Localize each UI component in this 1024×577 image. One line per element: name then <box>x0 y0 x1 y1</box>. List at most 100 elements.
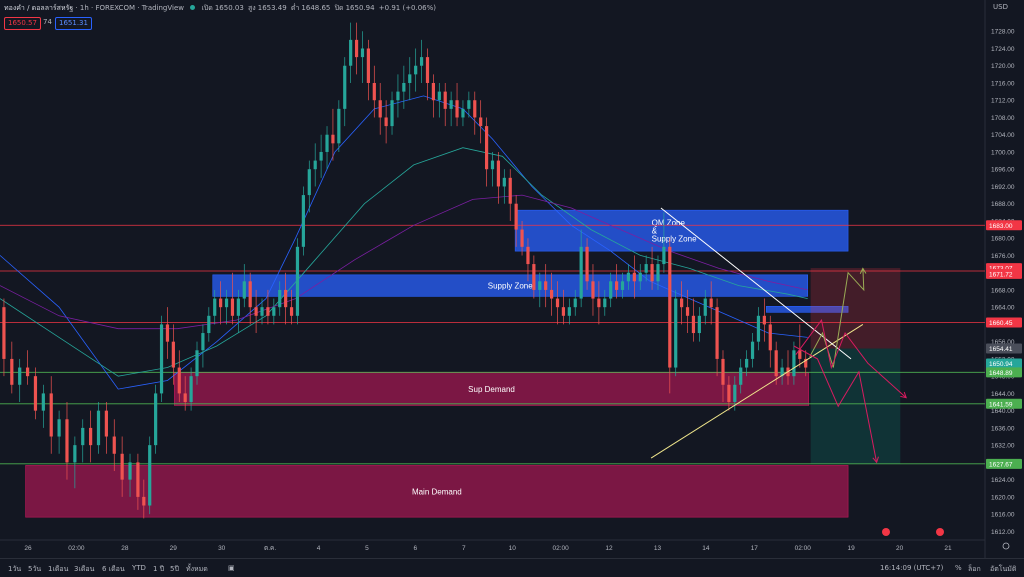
settings-gear-icon[interactable] <box>1002 542 1010 550</box>
time-tick-label: 02:00 <box>552 545 569 552</box>
price-marker[interactable] <box>986 398 1022 409</box>
auto-toggle[interactable]: อัตโนมัติ <box>990 565 1017 573</box>
candle-body <box>709 298 713 308</box>
price-marker[interactable] <box>986 317 1022 328</box>
sell-price-button[interactable]: 1650.57 <box>4 17 41 30</box>
time-tick-label: 02:00 <box>795 545 812 552</box>
time-tick-label: 26 <box>24 545 32 552</box>
candle-body <box>25 367 30 377</box>
symbol-name: ทองคำ / ดอลลาร์สหรัฐ <box>4 4 74 12</box>
candle-body <box>2 307 6 359</box>
candle-body <box>96 410 101 446</box>
event-flag-icon[interactable] <box>882 528 890 536</box>
candle-body <box>804 358 808 368</box>
zone-label: QM Zone & Supply Zone <box>652 219 697 244</box>
price-marker-label: 1641.59 <box>989 401 1013 408</box>
time-tick-label: 19 <box>848 545 856 552</box>
range-5d-button[interactable]: 5วัน <box>28 565 42 573</box>
candle-body <box>120 453 124 480</box>
price-marker-label: 1683.00 <box>989 223 1013 230</box>
candle-body <box>626 272 631 282</box>
spread-value: 74 <box>43 18 52 26</box>
candle-body <box>81 427 85 446</box>
candle-body <box>343 65 347 109</box>
range-1m-button[interactable]: 1เดือน <box>48 565 69 573</box>
candle-body <box>331 134 335 144</box>
candle-body <box>437 91 441 101</box>
clock-readout[interactable]: 16:14:09 (UTC+7) <box>880 564 944 572</box>
time-tick-label: 13 <box>654 545 662 552</box>
bottom-toolbar: 1วัน 5วัน 1เดือน 3เดือน 6 เดือน YTD 1 ปี… <box>0 558 1024 577</box>
percent-toggle[interactable]: % <box>955 564 962 572</box>
projection-arrowhead <box>900 391 907 399</box>
time-tick-label: 10 <box>509 545 517 552</box>
candle-body <box>538 281 542 290</box>
range-1y-button[interactable]: 1 ปี <box>153 565 165 573</box>
candle-body <box>242 281 246 299</box>
candle-body <box>207 315 211 334</box>
price-tick-label: 1676.00 <box>991 253 1015 260</box>
candle-body <box>484 126 489 170</box>
currency-label[interactable]: USD <box>993 3 1008 11</box>
candle-body <box>378 100 382 118</box>
price-tick-label: 1656.00 <box>991 339 1015 346</box>
candle-body <box>236 298 240 316</box>
range-3m-button[interactable]: 3เดือน <box>74 565 95 573</box>
candle-body <box>284 289 288 308</box>
price-marker[interactable] <box>986 268 1022 279</box>
candle-body <box>615 281 619 290</box>
low-value: 1648.65 <box>301 4 331 12</box>
candle-body <box>104 410 108 437</box>
range-1d-button[interactable]: 1วัน <box>8 565 22 573</box>
close-value: 1650.94 <box>345 4 375 12</box>
price-tick-label: 1704.00 <box>991 132 1015 139</box>
log-toggle[interactable]: ล็อก <box>968 565 981 573</box>
candle-body <box>154 393 158 446</box>
price-tick-label: 1636.00 <box>991 425 1015 432</box>
range-6m-button[interactable]: 6 เดือน <box>102 565 125 573</box>
candle-body <box>768 324 772 351</box>
candle-body <box>644 264 648 273</box>
candle-body <box>603 298 607 308</box>
candle-body <box>756 315 761 342</box>
candle-body <box>555 298 560 308</box>
candle-body <box>254 307 258 316</box>
buy-price-button[interactable]: 1651.31 <box>55 17 92 30</box>
event-flag-icon[interactable] <box>936 528 944 536</box>
price-marker[interactable] <box>986 358 1022 369</box>
price-marker[interactable] <box>986 343 1022 354</box>
zone-rect <box>514 209 849 252</box>
moving-average-line <box>0 194 808 330</box>
candle-body <box>337 108 341 144</box>
candle-body <box>260 307 264 316</box>
candle-body <box>703 298 707 316</box>
ohlc-readout: เปิด 1650.03 สูง 1653.49 ต่ำ 1648.65 ปิด 165… <box>201 4 438 12</box>
candle-body <box>65 419 69 463</box>
range-all-button[interactable]: ทั้งหมด <box>186 565 208 573</box>
price-marker[interactable] <box>986 220 1022 231</box>
price-marker[interactable] <box>986 367 1022 378</box>
candle-body <box>544 281 548 290</box>
price-tick-label: 1728.00 <box>991 29 1015 36</box>
date-range-icon[interactable]: ▣ <box>228 564 235 572</box>
candle-body <box>496 160 501 187</box>
candle-body <box>230 298 235 316</box>
price-marker[interactable] <box>986 458 1022 469</box>
candle-body <box>349 39 353 66</box>
candle-body <box>479 117 483 127</box>
candle-body <box>414 65 418 75</box>
price-marker-label: 1648.89 <box>989 370 1013 377</box>
candle-body <box>691 315 696 334</box>
candle-body <box>201 333 205 351</box>
candle-body <box>354 39 359 58</box>
trendline <box>660 207 852 360</box>
projection-arrowhead <box>859 267 867 274</box>
range-ytd-button[interactable]: YTD <box>132 564 146 572</box>
candle-body <box>514 203 518 230</box>
candle-body <box>632 272 636 282</box>
time-tick-label: 29 <box>170 545 178 552</box>
range-5y-button[interactable]: 5ปี <box>170 565 179 573</box>
market-open-indicator <box>190 5 196 10</box>
interval-label[interactable]: 1h <box>79 4 89 12</box>
